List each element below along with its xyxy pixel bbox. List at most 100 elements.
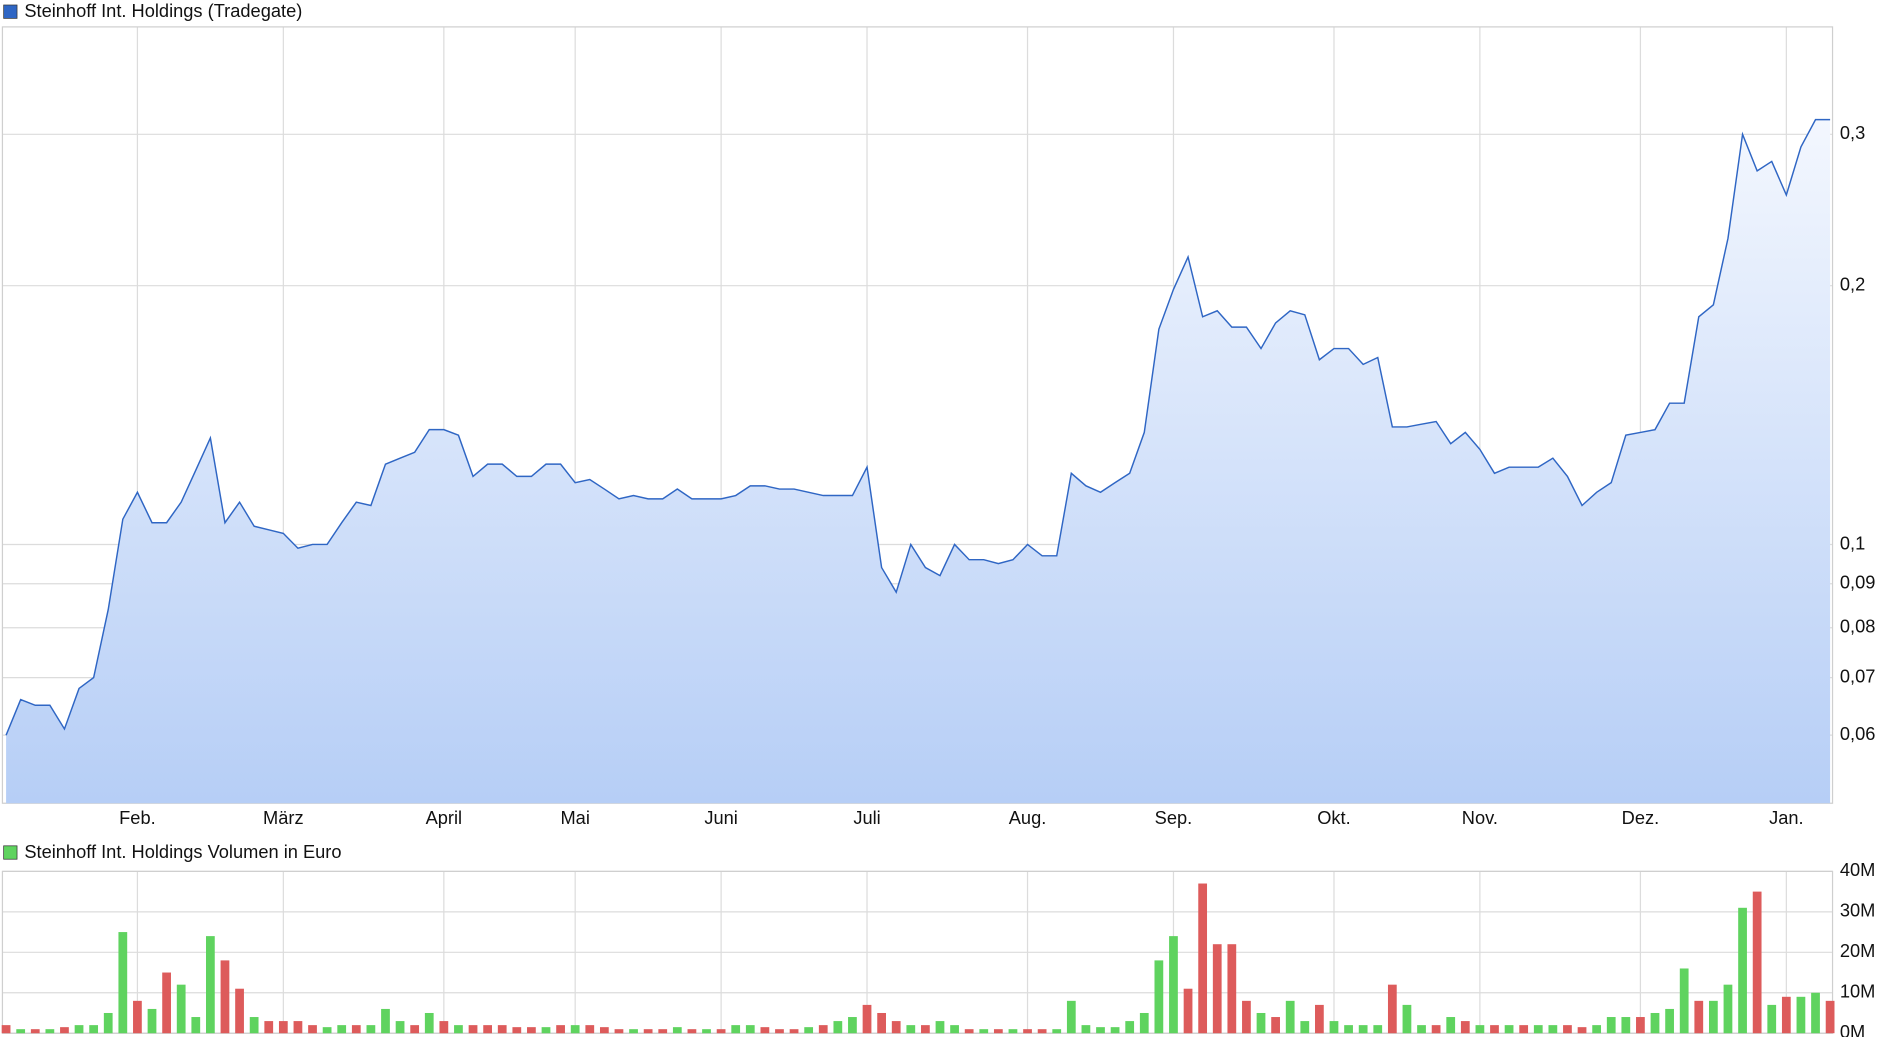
y-tick-label: 0,07: [1840, 665, 1876, 686]
y-tick-label: 0,09: [1840, 572, 1876, 593]
volume-bar: [16, 1029, 26, 1034]
volume-bar: [147, 1008, 157, 1034]
x-tick-label: Feb.: [119, 807, 156, 828]
volume-bar: [1271, 1017, 1280, 1034]
volume-bar: [395, 1021, 405, 1034]
volume-bar: [1344, 1025, 1353, 1034]
chart-title: Steinhoff Int. Holdings (Tradegate): [24, 0, 302, 21]
volume-bar: [162, 972, 171, 1034]
volume-bar: [1679, 968, 1689, 1034]
y-tick-label: 40M: [1840, 859, 1876, 880]
volume-bar: [1, 1025, 11, 1034]
volume-bar: [1417, 1025, 1426, 1034]
volume-bar: [1198, 883, 1208, 1034]
volume-bar: [789, 1029, 799, 1034]
legend-swatch: [3, 845, 18, 860]
y-tick-label: 20M: [1840, 940, 1876, 961]
volume-bar: [745, 1025, 755, 1034]
volume-bar: [205, 936, 215, 1034]
volume-bar: [1752, 891, 1762, 1034]
volume-bar: [1504, 1025, 1514, 1034]
volume-bar: [366, 1025, 376, 1034]
volume-bar: [1490, 1025, 1499, 1034]
x-tick-label: Dez.: [1622, 807, 1660, 828]
y-tick-label: 10M: [1840, 981, 1876, 1002]
volume-bar: [570, 1025, 580, 1034]
volume-bar: [1300, 1021, 1310, 1034]
volume-bar: [1242, 1000, 1251, 1034]
volume-bar: [249, 1017, 259, 1034]
volume-bar: [1037, 1029, 1047, 1034]
volume-bar: [979, 1029, 989, 1034]
y-tick-label: 0,08: [1840, 616, 1876, 637]
volume-bar: [118, 932, 128, 1034]
volume-bar: [1563, 1025, 1572, 1034]
legend-swatch: [3, 4, 18, 19]
x-tick-label: April: [426, 807, 463, 828]
volume-bar: [293, 1021, 303, 1034]
volume-bar: [1548, 1025, 1558, 1034]
volume-bar: [278, 1021, 288, 1034]
volume-bar: [833, 1021, 843, 1034]
volume-bar: [877, 1012, 886, 1034]
volume-bar: [220, 960, 230, 1034]
volume-bar: [862, 1004, 872, 1034]
volume-bar: [497, 1025, 507, 1034]
y-tick-label: 0,06: [1840, 723, 1876, 744]
volume-bar: [848, 1017, 857, 1034]
volume-bar: [658, 1029, 668, 1034]
volume-bar: [191, 1017, 201, 1034]
volume-bar: [818, 1025, 828, 1034]
volume-bar: [1358, 1025, 1368, 1034]
volume-bar: [322, 1027, 332, 1034]
volume-bar: [264, 1021, 274, 1034]
volume-bar: [527, 1027, 536, 1034]
volume-bar: [351, 1025, 361, 1034]
volume-bar: [1008, 1029, 1018, 1034]
volume-bar: [1577, 1027, 1587, 1034]
volume-bar: [1052, 1029, 1062, 1034]
volume-bar: [1081, 1025, 1091, 1034]
volume-bar: [906, 1025, 916, 1034]
volume-bar: [935, 1021, 945, 1034]
volume-bar: [716, 1029, 726, 1034]
volume-bar: [1387, 984, 1397, 1034]
volume-bar: [1446, 1017, 1456, 1034]
x-tick-label: Okt.: [1317, 807, 1350, 828]
volume-bar: [235, 988, 244, 1034]
volume-bar: [1096, 1027, 1105, 1034]
price-line: [5, 118, 1831, 736]
volume-bar: [1329, 1021, 1339, 1034]
volume-bar: [1825, 1000, 1835, 1034]
volume-bar: [950, 1025, 959, 1034]
volume-bar: [1665, 1008, 1674, 1034]
y-tick-label: 0,2: [1840, 274, 1865, 295]
x-tick-label: Jan.: [1769, 807, 1804, 828]
x-tick-label: Juli: [853, 807, 880, 828]
volume-bar: [1519, 1025, 1529, 1034]
y-tick-label: 30M: [1840, 900, 1876, 921]
volume-bar: [60, 1027, 69, 1034]
volume-bar: [439, 1021, 449, 1034]
volume-bar: [672, 1027, 682, 1034]
volume-bar: [891, 1021, 901, 1034]
volume-bar: [702, 1029, 711, 1034]
volume-bar: [337, 1025, 347, 1034]
volume-bar: [964, 1029, 974, 1034]
volume-bar: [643, 1029, 653, 1034]
volume-bar: [1183, 988, 1193, 1034]
volume-bar: [133, 1000, 142, 1034]
volume-bar: [1592, 1025, 1602, 1034]
y-tick-label: 0,3: [1840, 122, 1865, 143]
x-tick-label: Nov.: [1462, 807, 1498, 828]
volume-bar: [1227, 944, 1237, 1034]
volume-bar: [74, 1025, 84, 1034]
volume-bar: [1110, 1027, 1120, 1034]
volume-bar: [89, 1025, 99, 1034]
volume-bar: [993, 1029, 1003, 1034]
volume-bar: [1533, 1025, 1543, 1034]
volume-bar: [512, 1027, 522, 1034]
x-tick-label: Juni: [704, 807, 737, 828]
volume-bar: [454, 1025, 463, 1034]
